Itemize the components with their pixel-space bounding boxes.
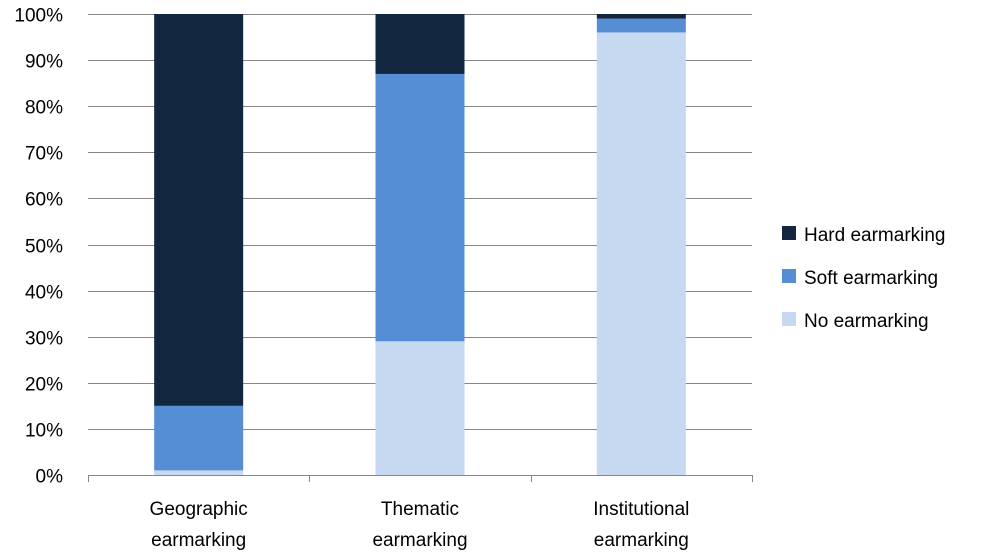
- x-category-label: earmarking: [594, 530, 689, 551]
- y-tick-label: 30%: [25, 329, 63, 350]
- bar-segment: [375, 73, 465, 342]
- bar-segment: [375, 341, 465, 475]
- legend-swatch: [782, 226, 796, 240]
- legend-label: Hard earmarking: [804, 225, 946, 246]
- x-axis: [88, 475, 753, 482]
- bars: [154, 14, 686, 475]
- bar-segment: [596, 18, 686, 33]
- y-tick-label: 100%: [14, 6, 63, 27]
- legend: Hard earmarking Soft earmarking No earmark…: [782, 225, 946, 332]
- legend-label: No earmarking: [804, 311, 929, 332]
- legend-swatch: [782, 269, 796, 283]
- x-category-label: earmarking: [151, 530, 246, 551]
- y-tick-label: 50%: [25, 237, 63, 258]
- y-tick-label: 10%: [25, 421, 63, 442]
- bar-segment: [154, 405, 244, 471]
- y-axis-tick-labels: 0% 10% 20% 30% 40% 50% 60% 70% 80% 90% 100%: [14, 6, 63, 488]
- x-category-label: Institutional: [593, 499, 689, 520]
- y-tick-label: 70%: [25, 144, 63, 165]
- x-category-label: Geographic: [150, 499, 248, 520]
- y-tick-label: 90%: [25, 52, 63, 73]
- y-tick-label: 20%: [25, 375, 63, 396]
- y-tick-label: 60%: [25, 190, 63, 211]
- legend-label: Soft earmarking: [804, 268, 938, 289]
- bar-segment: [154, 470, 244, 475]
- legend-swatch: [782, 312, 796, 326]
- bar-segment: [596, 14, 686, 19]
- x-axis-category-labels: Geographic earmarking Thematic earmarking In…: [150, 499, 690, 551]
- y-tick-label: 40%: [25, 283, 63, 304]
- bar-segment: [154, 14, 244, 406]
- bar-segment: [375, 14, 465, 74]
- x-category-label: earmarking: [372, 530, 467, 551]
- y-tick-label: 0%: [36, 467, 64, 488]
- bar-segment: [596, 32, 686, 475]
- y-tick-label: 80%: [25, 98, 63, 119]
- x-category-label: Thematic: [381, 499, 459, 520]
